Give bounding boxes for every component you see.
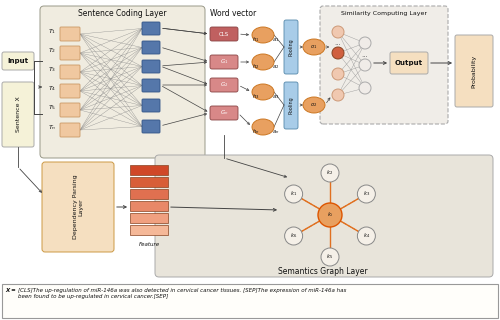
Text: $T_1$: $T_1$ (48, 28, 56, 36)
Text: $T_3$: $T_3$ (48, 66, 56, 75)
Circle shape (332, 89, 344, 101)
FancyBboxPatch shape (210, 106, 238, 120)
Ellipse shape (252, 84, 274, 100)
Text: $h_{n}$: $h_{n}$ (252, 128, 260, 136)
Ellipse shape (252, 54, 274, 70)
FancyBboxPatch shape (60, 46, 80, 60)
Text: $a_{1}$: $a_{1}$ (272, 36, 280, 44)
FancyBboxPatch shape (142, 60, 160, 73)
FancyBboxPatch shape (40, 6, 205, 158)
FancyBboxPatch shape (60, 65, 80, 79)
Circle shape (284, 227, 302, 245)
Text: $k_i$: $k_i$ (327, 211, 333, 220)
Text: $T_n$: $T_n$ (48, 124, 56, 132)
FancyBboxPatch shape (210, 55, 238, 69)
FancyBboxPatch shape (142, 22, 160, 35)
FancyBboxPatch shape (284, 82, 298, 129)
Text: Pooling: Pooling (288, 38, 294, 56)
Text: $T_4$: $T_4$ (48, 84, 56, 93)
Text: Similarity Computing Layer: Similarity Computing Layer (341, 11, 427, 15)
FancyBboxPatch shape (155, 155, 493, 277)
FancyBboxPatch shape (2, 82, 34, 147)
Circle shape (321, 164, 339, 182)
Text: Sentence Coding Layer: Sentence Coding Layer (78, 9, 166, 18)
Text: $k_{3}$: $k_{3}$ (363, 189, 370, 198)
Text: $k_{2}$: $k_{2}$ (326, 169, 334, 178)
Text: Output: Output (395, 60, 423, 66)
FancyBboxPatch shape (455, 35, 493, 107)
Bar (130, 201, 168, 211)
FancyBboxPatch shape (210, 27, 238, 41)
Text: $o_2$: $o_2$ (310, 101, 318, 109)
Bar (130, 165, 168, 175)
Circle shape (359, 37, 371, 49)
Text: Probability: Probability (472, 54, 476, 88)
Text: $k_{5}$: $k_{5}$ (326, 252, 334, 261)
Bar (130, 177, 168, 187)
Text: $T_2$: $T_2$ (48, 46, 56, 55)
Text: $k_{6}$: $k_{6}$ (290, 232, 297, 240)
FancyBboxPatch shape (2, 52, 34, 70)
Text: Semantics Graph Layer: Semantics Graph Layer (278, 268, 368, 276)
Text: X =: X = (5, 288, 18, 293)
Text: $k_{1}$: $k_{1}$ (290, 189, 297, 198)
Circle shape (332, 68, 344, 80)
Text: ...: ... (334, 40, 342, 46)
FancyBboxPatch shape (320, 6, 448, 124)
Text: $a_{2}$: $a_{2}$ (272, 63, 280, 71)
FancyBboxPatch shape (60, 123, 80, 137)
FancyBboxPatch shape (142, 41, 160, 54)
Text: $T_5$: $T_5$ (48, 104, 56, 112)
Bar (130, 189, 168, 199)
Text: Input: Input (8, 58, 28, 64)
Circle shape (332, 26, 344, 38)
Text: $h_{1}$: $h_{1}$ (252, 36, 260, 44)
Text: $G_1$: $G_1$ (220, 58, 228, 67)
FancyBboxPatch shape (142, 79, 160, 92)
Circle shape (358, 185, 376, 203)
Text: Pooling: Pooling (288, 96, 294, 114)
Circle shape (321, 248, 339, 266)
Text: $h_{2}$: $h_{2}$ (252, 62, 260, 71)
Text: ...: ... (362, 52, 368, 58)
Circle shape (332, 47, 344, 59)
FancyBboxPatch shape (60, 27, 80, 41)
Circle shape (359, 59, 371, 71)
Text: $k_{4}$: $k_{4}$ (363, 232, 370, 240)
Text: Word vector: Word vector (210, 9, 256, 18)
Text: $G_n$: $G_n$ (220, 108, 228, 117)
Text: Dependency Parsing
Layer: Dependency Parsing Layer (72, 175, 84, 239)
FancyBboxPatch shape (210, 78, 238, 92)
Text: Sentence X: Sentence X (16, 96, 20, 132)
Ellipse shape (303, 97, 325, 113)
Text: Feature: Feature (138, 243, 160, 247)
Text: $h_{3}$: $h_{3}$ (252, 92, 260, 101)
Circle shape (358, 227, 376, 245)
Ellipse shape (252, 27, 274, 43)
Text: $o_1$: $o_1$ (310, 43, 318, 51)
Text: $a_{n}$: $a_{n}$ (272, 128, 280, 136)
Ellipse shape (252, 119, 274, 135)
Text: CLS: CLS (219, 31, 229, 36)
FancyBboxPatch shape (42, 162, 114, 252)
Circle shape (359, 82, 371, 94)
Bar (2, 284, 498, 318)
FancyBboxPatch shape (142, 99, 160, 112)
FancyBboxPatch shape (284, 20, 298, 74)
Ellipse shape (303, 39, 325, 55)
Bar (130, 225, 168, 235)
Circle shape (318, 203, 342, 227)
FancyBboxPatch shape (390, 52, 428, 74)
Bar (130, 213, 168, 223)
Text: $G_2$: $G_2$ (220, 81, 228, 90)
Text: [CLS]The up-regulation of miR-146a was also detected in cervical cancer tissues.: [CLS]The up-regulation of miR-146a was a… (18, 288, 346, 299)
FancyBboxPatch shape (60, 103, 80, 117)
Text: $a_{3}$: $a_{3}$ (272, 93, 280, 101)
FancyBboxPatch shape (60, 84, 80, 98)
FancyBboxPatch shape (142, 120, 160, 133)
Circle shape (284, 185, 302, 203)
